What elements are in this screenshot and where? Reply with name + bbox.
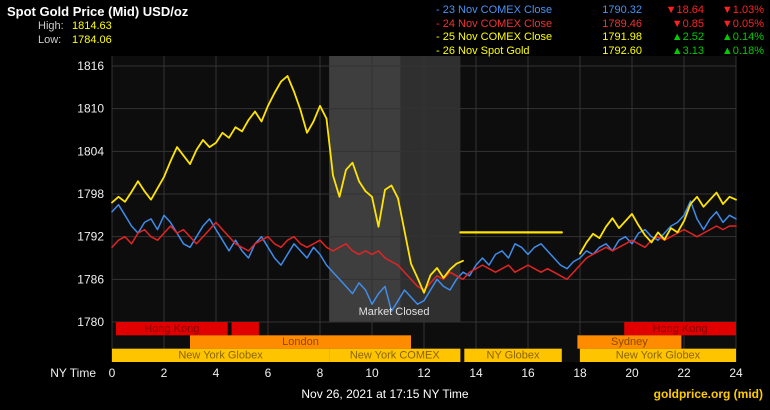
x-axis-label: 18 — [573, 366, 587, 380]
session-label: New York COMEX — [350, 350, 441, 362]
low-value: 1784.06 — [72, 34, 112, 46]
x-axis-label: 22 — [677, 366, 691, 380]
y-axis-label: 1804 — [77, 144, 104, 158]
session-bar — [112, 348, 330, 362]
y-axis-label: 1810 — [77, 102, 104, 116]
session-bar — [580, 348, 736, 362]
x-axis-label: 14 — [469, 366, 483, 380]
x-axis-label: 24 — [729, 366, 743, 380]
session-bar — [329, 348, 461, 362]
y-axis-label: 1816 — [77, 59, 104, 73]
x-axis-label: 4 — [213, 366, 220, 380]
session-bar — [577, 335, 682, 349]
high-value: 1814.63 — [72, 20, 112, 32]
legend-label: - 25 Nov COMEX Close — [436, 31, 553, 43]
legend-row-2: - 25 Nov COMEX Close 1791.98 ▲2.52 ▲0.14% — [436, 31, 764, 45]
legend-value: 1790.32 — [602, 4, 642, 16]
y-axis-label: 1798 — [77, 187, 104, 201]
session-label: New York Globex — [178, 350, 263, 362]
legend-change: ▲3.13 — [671, 44, 704, 57]
low-row: Low: 1784.06 — [38, 34, 112, 46]
x-axis-label: 10 — [365, 366, 379, 380]
session-bar — [624, 322, 736, 336]
y-axis-label: 1786 — [77, 272, 104, 286]
legend-change: ▼0.85 — [671, 17, 704, 30]
legend-label: - 23 Nov COMEX Close — [436, 4, 553, 16]
y-axis-label: 1792 — [77, 230, 104, 244]
session-bar — [231, 322, 259, 336]
legend-change: ▲2.52 — [671, 31, 704, 43]
legend-label: - 24 Nov COMEX Close — [436, 17, 553, 30]
legend-value: 1789.46 — [602, 17, 642, 30]
legend: - 23 Nov COMEX Close 1790.32 ▼18.64 ▼1.03% -… — [436, 4, 764, 58]
x-axis-label: 2 — [161, 366, 168, 380]
y-axis-label: 1780 — [77, 315, 104, 329]
session-bar — [190, 335, 411, 349]
session-bar — [115, 322, 228, 336]
high-label: High: — [38, 20, 64, 32]
price-line-1 — [111, 221, 737, 291]
legend-change-pct: ▲0.18% — [721, 44, 764, 57]
session-label: NY Globex — [487, 350, 540, 362]
goldprice-brand-link[interactable]: goldprice.org (mid) — [653, 387, 763, 401]
legend-change: ▼18.64 — [665, 4, 704, 16]
high-row: High: 1814.63 — [38, 20, 112, 32]
session-label: Hong Kong — [144, 323, 199, 335]
legend-change-pct: ▼0.05% — [721, 17, 764, 30]
x-axis-label: 8 — [317, 366, 324, 380]
legend-change-pct: ▼1.03% — [721, 4, 764, 16]
legend-row-1: - 24 Nov COMEX Close 1789.46 ▼0.85 ▼0.05% — [436, 18, 764, 32]
chart-title: Spot Gold Price (Mid) USD/oz — [7, 4, 189, 19]
legend-value: 1792.60 — [602, 44, 642, 57]
legend-label: - 26 Nov Spot Gold — [436, 44, 530, 57]
x-axis-label: 20 — [625, 366, 639, 380]
price-line-2 — [111, 75, 464, 294]
session-label: Hong Kong — [653, 323, 708, 335]
chart-timestamp: Nov 26, 2021 at 17:15 NY Time — [301, 387, 469, 401]
legend-row-3: - 26 Nov Spot Gold 1792.60 ▲3.13 ▲0.18% — [436, 45, 764, 59]
session-label: Sydney — [611, 336, 648, 348]
x-axis-label: 6 — [265, 366, 272, 380]
session-label: New York Globex — [616, 350, 701, 362]
legend-change-pct: ▲0.14% — [721, 31, 764, 43]
session-bar — [464, 348, 562, 362]
x-axis-label: 12 — [417, 366, 431, 380]
legend-row-0: - 23 Nov COMEX Close 1790.32 ▼18.64 ▼1.03% — [436, 4, 764, 18]
x-axis-label: 0 — [109, 366, 116, 380]
price-line-4 — [579, 191, 737, 255]
legend-value: 1791.98 — [602, 31, 642, 43]
price-line-0 — [111, 200, 737, 313]
x-axis-title: NY Time — [50, 366, 96, 380]
x-axis-label: 16 — [521, 366, 535, 380]
low-label: Low: — [38, 34, 62, 46]
session-label: London — [282, 336, 319, 348]
market-closed-label: Market Closed — [359, 306, 430, 318]
